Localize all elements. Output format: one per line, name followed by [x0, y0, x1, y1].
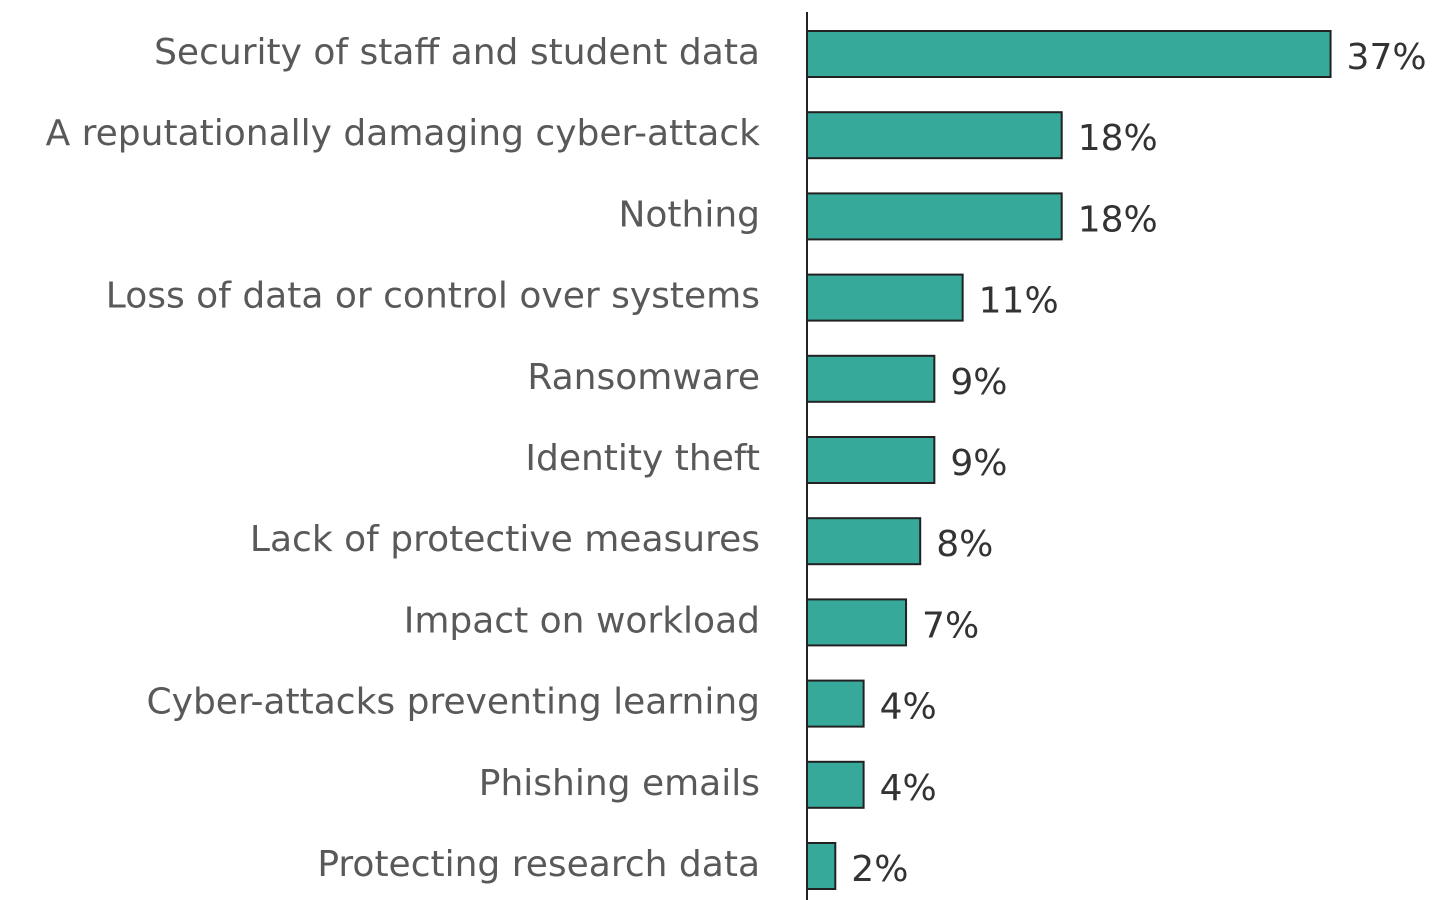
value-label: 8%	[936, 524, 993, 565]
bar	[806, 598, 908, 647]
bar	[806, 354, 936, 403]
bar	[806, 679, 865, 728]
category-label: Lack of protective measures	[250, 519, 760, 560]
bar	[806, 517, 922, 566]
category-label: Identity theft	[525, 438, 760, 479]
value-label: 2%	[851, 849, 908, 890]
bar	[806, 273, 964, 322]
bar	[806, 30, 1332, 78]
category-label: Phishing emails	[479, 763, 760, 804]
category-label: Protecting research data	[317, 844, 760, 885]
value-label: 11%	[979, 281, 1059, 322]
bar	[806, 842, 837, 890]
value-label: 18%	[1078, 118, 1158, 159]
category-label: Nothing	[618, 194, 760, 235]
bar	[806, 436, 936, 484]
bar	[806, 111, 1063, 160]
bar	[806, 760, 865, 809]
value-label: 18%	[1078, 199, 1158, 240]
category-label: Cyber-attacks preventing learning	[147, 682, 761, 723]
value-label: 4%	[880, 768, 937, 809]
category-label: Ransomware	[527, 357, 760, 398]
category-label: Security of staff and student data	[154, 32, 760, 73]
category-label: Impact on workload	[404, 600, 760, 641]
category-label: A reputationally damaging cyber-attack	[46, 113, 761, 154]
value-label: 9%	[950, 362, 1007, 403]
bar	[806, 192, 1063, 241]
value-label: 4%	[880, 687, 937, 728]
value-label: 7%	[922, 605, 979, 646]
category-label: Loss of data or control over systems	[106, 276, 760, 317]
value-label: 9%	[950, 443, 1007, 484]
value-label: 37%	[1347, 37, 1427, 78]
